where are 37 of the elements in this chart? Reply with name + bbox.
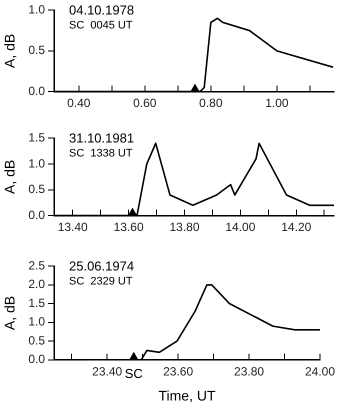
x-tick-label: 23.80 xyxy=(234,364,264,378)
x-tick-label: 14.00 xyxy=(225,220,256,234)
y-tick-label: 1.5 xyxy=(28,296,46,310)
annotation: 04.10.1978 xyxy=(69,2,134,18)
x-tick-label: 1.00 xyxy=(265,96,289,110)
annotation: SC 1338 UT xyxy=(69,148,133,160)
y-tick-label: 0.5 xyxy=(28,43,46,58)
x-tick-label: 0.80 xyxy=(199,96,223,110)
x-tick-label: 23.40 xyxy=(92,364,123,378)
x-tick-label: 13.80 xyxy=(169,220,200,234)
annotation: 31.10.1981 xyxy=(69,130,134,146)
x-tick-label: 13.40 xyxy=(58,220,88,234)
y-tick-label: 2.0 xyxy=(28,277,46,292)
y-axis-title: A, dB xyxy=(1,160,18,194)
y-tick-label: 0.0 xyxy=(28,352,46,366)
y-tick-label: 0.0 xyxy=(28,84,46,98)
y-tick-label: 0.5 xyxy=(28,333,46,348)
x-tick-label: 24.00 xyxy=(304,364,336,378)
y-tick-label: 0.5 xyxy=(28,182,46,196)
y-tick-label: 0.0 xyxy=(28,208,46,222)
annotation: 25.06.1974 xyxy=(69,258,134,274)
y-tick-label: 1.0 xyxy=(28,314,46,329)
annotation: SC xyxy=(124,366,143,381)
x-tick-label: 0.60 xyxy=(133,96,157,110)
x-tick-label: 23.60 xyxy=(163,364,194,378)
y-tick-label: 1.5 xyxy=(28,130,46,145)
annotation: SC 2329 UT xyxy=(69,276,133,288)
x-axis-title: Time, UT xyxy=(158,387,216,404)
y-tick-label: 2.5 xyxy=(28,258,46,273)
x-tick-label: 0.40 xyxy=(67,96,91,110)
annotation: SC 0045 UT xyxy=(69,20,133,32)
x-tick-label: 13.60 xyxy=(114,220,144,234)
y-axis-title: A, dB xyxy=(1,296,18,330)
y-tick-label: 1.0 xyxy=(28,156,46,170)
x-tick-label: 14.20 xyxy=(281,220,312,234)
y-axis-title: A, dB xyxy=(1,34,18,68)
y-tick-label: 1.0 xyxy=(28,2,46,17)
